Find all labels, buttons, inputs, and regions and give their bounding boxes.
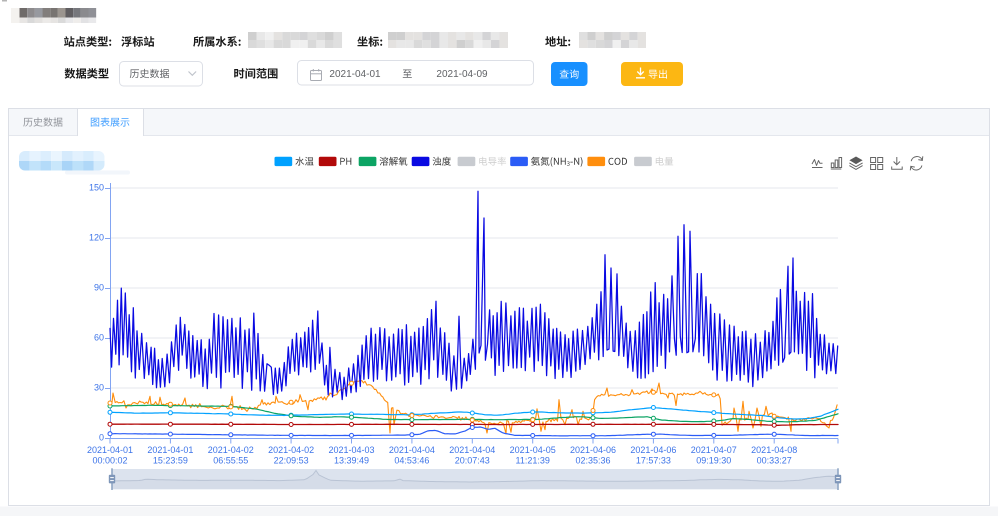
svg-text:02:35:36: 02:35:36 [575,456,610,466]
svg-text:2021-04-01: 2021-04-01 [147,445,193,455]
svg-text:2021-04-09: 2021-04-09 [436,69,488,80]
svg-text:20:07:43: 20:07:43 [455,456,490,466]
svg-text:06:55:55: 06:55:55 [213,456,248,466]
svg-text:120: 120 [89,232,104,242]
svg-text:2021-04-01: 2021-04-01 [329,69,381,80]
svg-text:2021-04-02: 2021-04-02 [268,445,314,455]
svg-text:17:57:33: 17:57:33 [636,456,671,466]
svg-text:60: 60 [94,332,104,342]
svg-text:90: 90 [94,282,104,292]
svg-text:2021-04-06: 2021-04-06 [630,445,676,455]
svg-text:00:33:27: 00:33:27 [757,456,792,466]
svg-text:2021-04-01: 2021-04-01 [87,445,133,455]
svg-text:15:23:59: 15:23:59 [153,456,188,466]
svg-text:0: 0 [99,432,104,442]
svg-text:13:39:49: 13:39:49 [334,456,369,466]
svg-text:11:21:39: 11:21:39 [516,456,550,466]
svg-text:2021-04-08: 2021-04-08 [751,445,797,455]
svg-text:00:00:02: 00:00:02 [92,456,127,466]
svg-text:2021-04-03: 2021-04-03 [328,445,374,455]
svg-text:150: 150 [89,182,104,192]
svg-text:2021-04-04: 2021-04-04 [389,445,435,455]
svg-text:2021-04-07: 2021-04-07 [691,445,737,455]
svg-text:09:19:30: 09:19:30 [696,456,731,466]
svg-text:2021-04-05: 2021-04-05 [510,445,556,455]
svg-text:2021-04-06: 2021-04-06 [570,445,616,455]
svg-text:22:09:53: 22:09:53 [274,456,309,466]
svg-text:2021-04-02: 2021-04-02 [208,445,254,455]
svg-text:04:53:46: 04:53:46 [394,456,429,466]
svg-text:30: 30 [94,382,104,392]
svg-text:2021-04-04: 2021-04-04 [449,445,495,455]
